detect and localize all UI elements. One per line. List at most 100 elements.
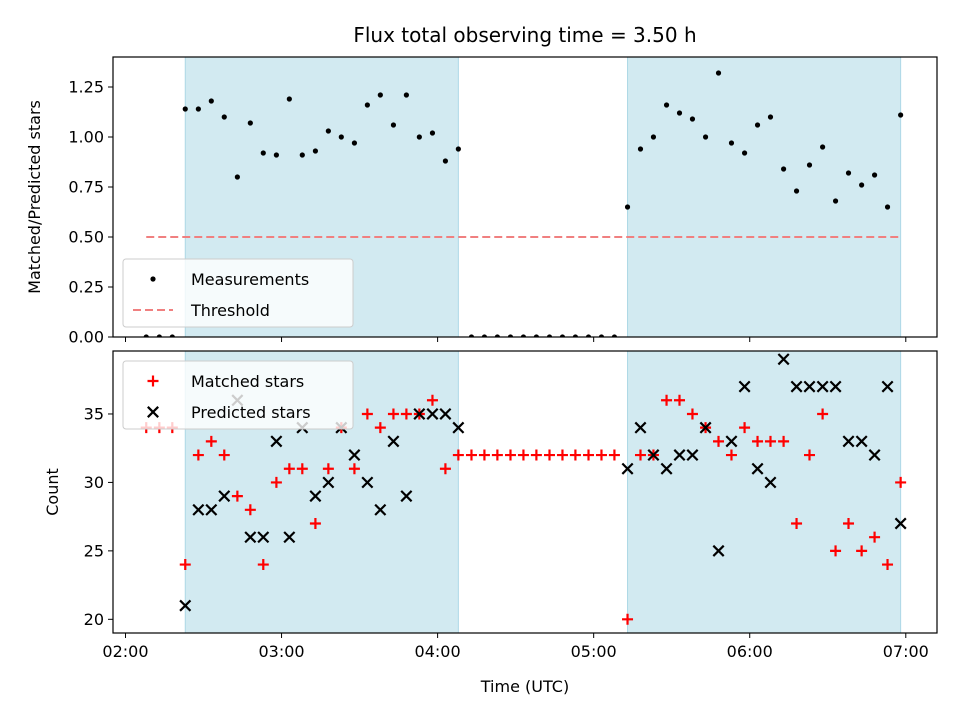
matched-stars-point (504, 449, 516, 461)
matched-stars-point (231, 490, 243, 502)
measurements-point (715, 70, 722, 76)
measurements-point (859, 182, 865, 188)
measurements-point (481, 334, 488, 337)
measurements-point (455, 146, 461, 152)
matched-stars-point (465, 449, 477, 461)
measurements-point (312, 148, 319, 154)
predicted-stars-point (192, 503, 205, 516)
y-tick-label: 25 (84, 541, 104, 560)
measurements-point (871, 172, 878, 178)
measurements-point (429, 130, 436, 136)
measurements-point (611, 334, 618, 337)
matched-stars-point (608, 449, 620, 461)
predicted-stars-point (218, 490, 231, 503)
matched-stars-point (257, 559, 269, 571)
matched-stars-point (661, 394, 673, 406)
bottom-panel-count: 02:00 03:00 04:00 05:00 06:00 07:00 20 25 30 35 Co… (43, 350, 938, 661)
measurements-point (221, 114, 227, 120)
y-tick-label: 0.50 (68, 228, 104, 247)
measurements-point (468, 334, 475, 337)
measurements-point (702, 134, 709, 140)
matched-stars-point (544, 449, 556, 461)
matched-stars-point (296, 463, 308, 475)
matched-stars-point (817, 408, 829, 420)
measurements-point (377, 92, 383, 98)
matched-stars-point (270, 476, 282, 488)
matched-stars-point (556, 449, 568, 461)
observing-interval-shade (627, 351, 902, 633)
measurements-point (208, 98, 214, 104)
y-tick-label: 1.00 (68, 128, 104, 147)
measurements-point (533, 334, 539, 337)
predicted-stars-point (387, 435, 400, 448)
measurements-point (260, 150, 266, 156)
legend-measurements-swatch (150, 276, 156, 282)
matched-stars-point (895, 476, 907, 488)
legend: Measurements Threshold (122, 258, 354, 328)
plot-area (143, 57, 904, 337)
legend-matched-stars-swatch (147, 375, 159, 387)
measurements-point (299, 152, 305, 158)
measurements-point (741, 150, 748, 156)
y-tick-label: 0.00 (68, 328, 104, 347)
matched-stars-point (725, 449, 737, 461)
measurements-point (728, 140, 735, 146)
measurements-point (351, 140, 358, 146)
measurements-point (820, 144, 826, 150)
predicted-stars-point (634, 421, 647, 434)
predicted-stars-point (881, 380, 894, 393)
matched-stars-point (843, 517, 855, 529)
measurements-point (403, 92, 409, 98)
measurements-point (845, 170, 852, 176)
matched-stars-point (374, 422, 386, 434)
predicted-stars-point (257, 531, 270, 544)
legend-label: Measurements (191, 270, 309, 289)
matched-stars-point (244, 504, 256, 516)
matched-stars-point (218, 449, 230, 461)
measurements-point (546, 334, 553, 337)
matched-stars-point (830, 545, 842, 557)
predicted-stars-point (686, 449, 699, 462)
measurements-point (624, 204, 631, 210)
predicted-stars-point (725, 435, 738, 448)
predicted-stars-point (361, 476, 374, 489)
predicted-stars-point (894, 517, 907, 530)
measurements-point (650, 134, 657, 140)
measurements-point (637, 146, 644, 152)
predicted-stars-point (868, 449, 881, 462)
chart-title: Flux total observing time = 3.50 h (353, 23, 696, 47)
predicted-stars-point (439, 407, 452, 420)
measurements-point (663, 102, 670, 108)
legend-label: Matched stars (191, 372, 304, 391)
matched-stars-point (387, 408, 399, 420)
measurements-point (793, 188, 800, 194)
top-panel-ratio: 0.00 0.25 0.50 0.75 1.00 1.25 Matched/Predicte… (25, 56, 938, 347)
matched-stars-point (361, 408, 373, 420)
measurements-point (325, 128, 331, 134)
matched-stars-point (452, 449, 464, 461)
matched-stars-point (869, 531, 881, 543)
matched-stars-point (595, 449, 607, 461)
predicted-stars-point (751, 462, 764, 475)
measurements-point (559, 334, 566, 337)
predicted-stars-point (816, 380, 829, 393)
matched-stars-point (752, 435, 764, 447)
measurements-point (676, 110, 683, 116)
predicted-stars-point (712, 544, 725, 557)
measurements-point (442, 158, 449, 164)
matched-stars-point (192, 449, 204, 461)
matched-stars-point (309, 517, 321, 529)
measurements-point (390, 122, 397, 128)
measurements-point (832, 198, 839, 204)
measurements-point (767, 114, 774, 120)
x-tick-label: 05:00 (571, 642, 617, 661)
measurements-point (247, 120, 253, 126)
predicted-stars-point (673, 449, 686, 462)
measurements-point (416, 134, 422, 140)
y-tick-label: 35 (84, 404, 104, 423)
predicted-stars-point (205, 503, 218, 516)
matched-stars-point (283, 463, 295, 475)
measurements-point (195, 106, 201, 112)
measurements-point (806, 162, 813, 168)
matched-stars-point (739, 422, 751, 434)
